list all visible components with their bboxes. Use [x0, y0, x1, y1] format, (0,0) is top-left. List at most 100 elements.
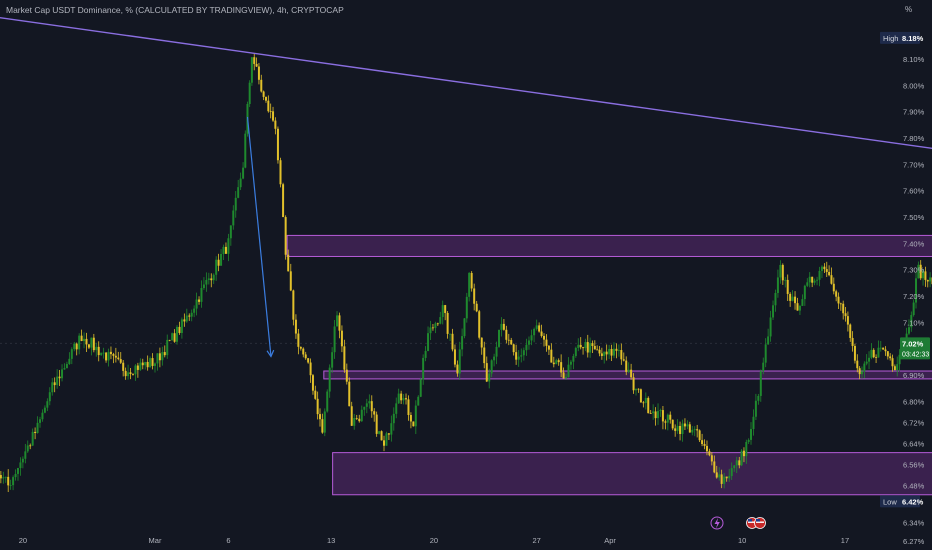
y-tick-label: 7.70% — [903, 160, 925, 169]
candle — [166, 334, 169, 359]
candle — [14, 469, 17, 481]
middle-zone[interactable] — [323, 370, 932, 380]
candle — [105, 351, 108, 363]
candle — [747, 438, 750, 445]
candle — [507, 333, 510, 346]
candle — [419, 377, 422, 398]
candle — [333, 320, 336, 359]
x-tick-label: 27 — [533, 536, 541, 545]
candle — [791, 290, 794, 302]
candle — [375, 411, 378, 437]
candle — [779, 260, 782, 284]
candle — [801, 294, 804, 307]
candle — [584, 338, 587, 352]
candle — [83, 332, 86, 349]
upper-zone[interactable] — [286, 234, 932, 257]
candle — [767, 328, 770, 345]
candle — [664, 419, 667, 430]
candle — [475, 300, 478, 313]
candle — [446, 311, 449, 339]
lower-zone[interactable] — [332, 452, 932, 496]
candle — [858, 366, 861, 380]
candle — [776, 269, 779, 298]
candle — [593, 340, 596, 350]
candle — [114, 347, 117, 363]
candle — [625, 356, 628, 376]
candle — [417, 395, 420, 406]
candle — [316, 391, 319, 420]
candle — [178, 321, 181, 335]
price-axis[interactable]: 8.10% 8.00% 7.90% 7.80% 7.70% 7.60% 7.50% 7.40%… — [903, 55, 925, 546]
candle — [889, 353, 892, 361]
candle — [567, 357, 570, 378]
candle — [39, 416, 42, 428]
candle — [304, 351, 307, 360]
candle — [774, 289, 777, 312]
candle — [122, 360, 125, 377]
candle — [168, 339, 171, 342]
candle — [262, 90, 265, 101]
candle — [287, 249, 290, 272]
candle — [683, 418, 686, 431]
candle — [302, 347, 305, 358]
candle — [144, 361, 147, 370]
candle — [124, 367, 127, 380]
candle — [210, 273, 213, 288]
candle — [569, 359, 572, 370]
candle — [917, 261, 920, 279]
candle — [51, 378, 54, 396]
time-axis[interactable]: 1320Mar6132027Apr101724May8152227 — [0, 536, 932, 545]
candle — [282, 182, 285, 218]
svg-text:High: High — [883, 34, 898, 43]
candle — [915, 272, 918, 309]
candle — [185, 308, 188, 323]
candle — [131, 373, 134, 376]
candle — [720, 469, 723, 489]
candle — [314, 385, 317, 400]
candle — [574, 346, 577, 358]
candle — [919, 260, 922, 281]
candle — [540, 324, 543, 338]
y-tick-label: 7.10% — [903, 318, 925, 327]
current-price-badge: 7.02% 03:42:33 — [900, 337, 930, 360]
candle — [898, 349, 901, 372]
candle — [336, 311, 339, 327]
candle — [75, 342, 78, 356]
candle — [610, 344, 613, 362]
resistance-trendline[interactable] — [0, 0, 932, 221]
candle — [353, 413, 356, 430]
lightning-event-icon[interactable] — [710, 516, 724, 530]
down-arrow-line[interactable] — [246, 116, 272, 357]
candle — [348, 377, 351, 407]
candle — [439, 311, 442, 325]
candle — [392, 407, 395, 431]
candle — [562, 367, 565, 379]
candle — [117, 351, 120, 361]
candle — [884, 346, 887, 356]
candle — [146, 355, 149, 371]
candle — [527, 336, 530, 350]
candle — [431, 323, 434, 331]
candle — [90, 337, 93, 356]
candle — [669, 411, 672, 424]
candle — [698, 429, 701, 443]
x-tick-label: 10 — [738, 536, 746, 545]
candle — [705, 440, 708, 456]
event-icons[interactable] — [710, 516, 766, 530]
candle — [0, 470, 2, 484]
candle — [555, 358, 558, 365]
candle — [818, 266, 821, 287]
candle — [397, 388, 400, 404]
candle — [510, 337, 513, 345]
us-flag-event-icon[interactable] — [746, 517, 766, 529]
candle — [893, 364, 896, 371]
candle — [642, 400, 645, 408]
candle — [9, 479, 12, 490]
candle — [112, 352, 115, 364]
candle — [279, 157, 282, 188]
candle — [710, 452, 713, 466]
candle — [156, 353, 159, 371]
candle — [896, 356, 899, 377]
candle — [272, 106, 275, 122]
